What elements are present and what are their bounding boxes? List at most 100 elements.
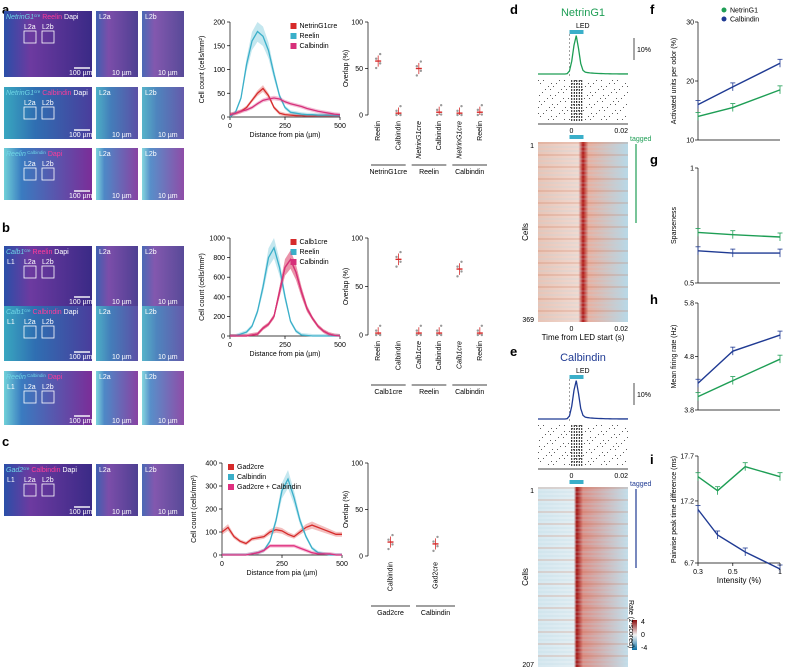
micro-a3-zoom1-scalebar: 10 µm bbox=[112, 193, 132, 200]
b-profile-ytick-label: 600 bbox=[213, 275, 225, 282]
d-raster-tick bbox=[576, 86, 578, 88]
e-raster-tick bbox=[547, 443, 548, 444]
a-profile-legend-swatch-1 bbox=[290, 33, 297, 39]
micro-a2-zoom1-label: L2a bbox=[99, 90, 111, 97]
e-raster-tick bbox=[561, 434, 562, 435]
e-ylabel: Cells bbox=[521, 568, 530, 586]
d-raster-tick bbox=[601, 80, 602, 81]
micro-a2-region-L2b: L2b bbox=[42, 100, 54, 107]
b-profile-ytick-label: 800 bbox=[213, 255, 225, 262]
e-raster-tick bbox=[578, 443, 580, 445]
e-raster-tick bbox=[560, 446, 561, 447]
c-profile-line-0 bbox=[221, 524, 342, 545]
a-profile-line-1 bbox=[229, 30, 340, 118]
e-raster-tick bbox=[550, 434, 551, 435]
a-overlap-cat-0: Reelin bbox=[375, 121, 382, 141]
d-raster-tick bbox=[573, 104, 575, 106]
e-raster-tick bbox=[594, 449, 595, 450]
micro-a2-roi-2 bbox=[41, 106, 55, 120]
e-raster-tick bbox=[580, 425, 581, 426]
b-overlap-point bbox=[415, 333, 419, 337]
d-raster-tick bbox=[564, 113, 565, 114]
d-raster-tick bbox=[606, 86, 607, 87]
micro-a2-roi-1 bbox=[23, 106, 37, 120]
d-raster-tick bbox=[624, 95, 625, 96]
d-raster-tick bbox=[561, 89, 562, 90]
e-heatmap-row bbox=[538, 563, 628, 565]
b-overlap-group-label-2: Calbindin bbox=[455, 389, 484, 396]
e-raster-tick bbox=[572, 461, 573, 462]
d-raster-tick bbox=[581, 113, 583, 115]
e-heatmap-row bbox=[538, 619, 628, 621]
e-heatmap-row bbox=[538, 503, 628, 505]
b-overlap-point bbox=[374, 329, 378, 332]
a-overlap-point bbox=[480, 113, 484, 116]
b-profile-xlabel: Distance from pia (µm) bbox=[250, 351, 321, 358]
e-raster-tick bbox=[583, 455, 584, 456]
d-raster-tick bbox=[578, 107, 580, 109]
d-heatmap-row bbox=[538, 210, 628, 212]
d-heatmap-row bbox=[538, 314, 628, 316]
f-line-0 bbox=[697, 89, 781, 118]
e-raster-tick bbox=[578, 425, 580, 427]
e-raster-tick bbox=[564, 431, 565, 432]
d-heatmap-row bbox=[538, 222, 628, 224]
a-overlap-point bbox=[395, 113, 398, 117]
d-raster-tick bbox=[577, 89, 578, 90]
d-raster-tick bbox=[558, 92, 559, 93]
micro-a1-zoom2-scalebar: 10 µm bbox=[158, 70, 178, 77]
b-profile-legend-swatch-2 bbox=[290, 259, 297, 265]
b-overlap-point bbox=[395, 255, 398, 259]
b-profile-xtick-label: 0 bbox=[228, 342, 232, 349]
d-raster-tick bbox=[550, 95, 551, 96]
d-raster-tick bbox=[578, 92, 580, 94]
a-overlap-point bbox=[439, 113, 443, 116]
e-raster-tick bbox=[602, 452, 603, 453]
d-raster-tick bbox=[617, 80, 618, 81]
d-heatmap-row bbox=[538, 246, 628, 248]
c-overlap-point bbox=[387, 547, 390, 551]
d-raster-tick bbox=[602, 101, 603, 102]
d-raster-tick bbox=[616, 98, 617, 99]
c-overlap-group-label-1: Calbindin bbox=[421, 610, 450, 617]
e-raster-tick bbox=[612, 425, 613, 426]
d-raster-tick bbox=[601, 86, 602, 87]
e-raster-tick bbox=[586, 452, 587, 453]
e-raster-tick bbox=[559, 425, 560, 426]
d-title: NetrinG1 bbox=[561, 7, 605, 19]
f-legend-label-1: Calbindin bbox=[730, 17, 759, 24]
e-raster-tick bbox=[540, 428, 541, 429]
e-raster-tick bbox=[603, 440, 604, 441]
d-raster-tick bbox=[563, 98, 564, 99]
e-raster-tick bbox=[596, 458, 597, 459]
e-heatmap-row bbox=[538, 519, 628, 521]
d-raster-tick bbox=[571, 104, 573, 106]
d-raster-tick bbox=[559, 113, 560, 114]
b-profile-line-1 bbox=[230, 246, 340, 337]
d-raster-tick bbox=[614, 83, 615, 84]
e-raster-tick bbox=[550, 440, 551, 441]
micro-a3-region-L2b: L2b bbox=[42, 161, 54, 168]
panel-label-f: f bbox=[650, 2, 655, 17]
d-raster-tick bbox=[603, 89, 604, 90]
e-raster-tick bbox=[601, 431, 602, 432]
e-raster-tick bbox=[551, 461, 552, 462]
d-raster-tick bbox=[571, 119, 573, 121]
micro-a1-zoom-1 bbox=[96, 11, 138, 77]
e-raster-tick bbox=[578, 434, 580, 436]
e-raster-tick bbox=[576, 449, 578, 451]
d-heatmap bbox=[538, 142, 628, 322]
i-ylabel: Pairwise peak time difference (ms) bbox=[671, 456, 678, 563]
d-raster-tick bbox=[580, 80, 581, 81]
e-raster-tick bbox=[603, 434, 604, 435]
d-raster-tick bbox=[595, 92, 596, 93]
e-psth bbox=[538, 380, 629, 420]
micro-b3-zoom2-scalebar: 10 µm bbox=[158, 418, 178, 425]
e-raster-tick bbox=[617, 458, 618, 459]
i-line-0 bbox=[697, 465, 781, 492]
e-heatmap-row bbox=[538, 603, 628, 605]
b-overlap-point bbox=[460, 260, 463, 263]
g-ytick-label: 1 bbox=[690, 166, 694, 173]
micro-b2-title: Calb1cre Calbindin Dapi bbox=[6, 308, 78, 317]
d-raster-tick bbox=[617, 119, 618, 120]
